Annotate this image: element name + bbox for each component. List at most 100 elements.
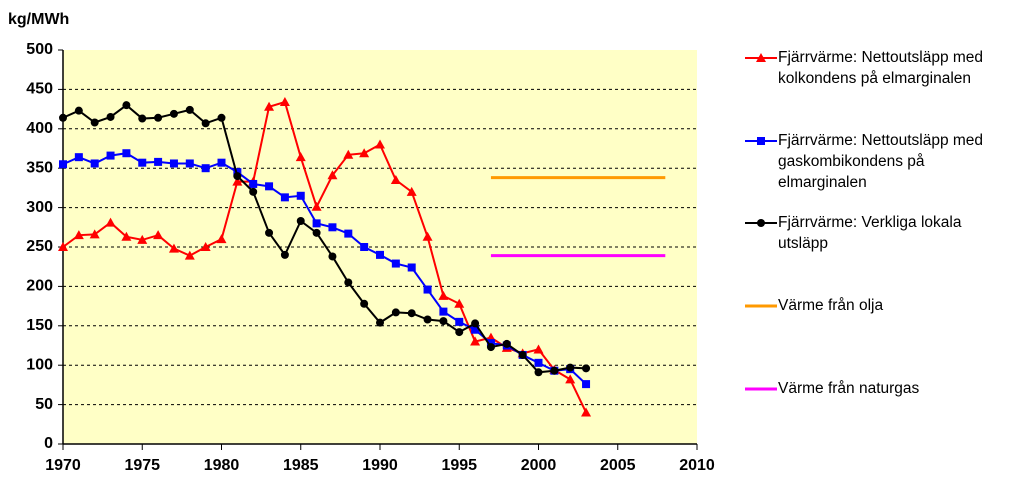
marker — [756, 53, 766, 62]
marker — [582, 380, 591, 389]
marker — [390, 175, 401, 185]
series-line — [62, 103, 587, 374]
marker — [423, 285, 432, 294]
marker — [59, 113, 67, 122]
marker — [423, 315, 432, 324]
marker — [265, 228, 274, 237]
marker — [439, 307, 448, 316]
marker — [185, 159, 194, 168]
marker — [265, 182, 274, 191]
marker — [757, 219, 765, 227]
marker — [471, 319, 480, 328]
marker — [105, 217, 116, 227]
marker — [376, 318, 384, 327]
marker — [122, 101, 131, 110]
marker — [455, 317, 464, 326]
marker — [201, 119, 210, 128]
marker — [534, 368, 543, 377]
marker — [533, 344, 544, 354]
marker — [89, 229, 100, 239]
x-tick-label: 1995 — [441, 457, 477, 474]
marker — [154, 113, 163, 122]
y-tick-label: 50 — [35, 396, 53, 413]
marker — [359, 148, 370, 158]
y-tick-label: 250 — [26, 238, 53, 255]
x-tick-label: 1970 — [45, 457, 81, 474]
marker — [122, 149, 131, 158]
marker — [216, 234, 227, 244]
y-tick-label: 150 — [26, 317, 53, 334]
marker — [582, 364, 591, 373]
marker — [137, 234, 148, 244]
marker — [328, 223, 337, 232]
marker — [73, 230, 84, 240]
marker — [518, 350, 527, 359]
x-tick-label: 2000 — [521, 457, 557, 474]
marker — [184, 250, 195, 260]
marker — [169, 159, 178, 168]
series-line — [62, 152, 587, 385]
marker — [454, 298, 465, 308]
marker — [90, 159, 99, 168]
marker — [502, 339, 511, 348]
marker — [486, 343, 495, 352]
marker — [249, 179, 258, 188]
legend-label: Fjärrvärme: Nettoutsläpp med kolkondens … — [778, 49, 984, 87]
marker — [376, 250, 384, 259]
marker — [438, 290, 449, 300]
marker — [566, 363, 575, 372]
marker — [439, 317, 448, 326]
y-tick-label: 500 — [26, 41, 53, 58]
marker — [138, 158, 147, 167]
legend-swatch — [745, 387, 777, 391]
marker — [264, 101, 275, 111]
marker — [343, 149, 354, 159]
marker — [249, 187, 258, 196]
marker — [232, 176, 243, 186]
marker — [360, 299, 369, 308]
y-tick-label: 100 — [26, 356, 53, 373]
marker — [534, 358, 543, 367]
marker — [455, 328, 464, 337]
marker — [106, 151, 115, 160]
marker — [312, 228, 321, 237]
marker — [407, 309, 416, 318]
y-tick-label: 450 — [26, 81, 53, 98]
marker — [344, 278, 353, 287]
x-tick-label: 1985 — [283, 457, 319, 474]
plot-area — [63, 50, 697, 444]
marker — [470, 336, 481, 346]
marker — [407, 263, 416, 272]
marker — [328, 252, 337, 261]
marker — [74, 153, 83, 162]
marker — [169, 109, 178, 118]
marker — [185, 105, 194, 114]
x-tick-label: 2010 — [679, 457, 715, 474]
legend-label: Fjärrvärme: Verkliga lokala utsläpp — [778, 214, 962, 252]
marker — [90, 118, 99, 127]
marker — [233, 172, 242, 181]
marker — [279, 97, 290, 107]
marker — [58, 242, 68, 251]
marker — [217, 158, 226, 167]
y-axis-label: kg/MWh — [8, 11, 69, 28]
y-tick-label: 200 — [26, 278, 53, 295]
marker — [280, 250, 289, 259]
marker — [217, 113, 226, 122]
marker — [471, 325, 480, 334]
legend-label: Värme från naturgas — [778, 380, 920, 397]
marker — [391, 308, 400, 317]
marker — [74, 106, 83, 115]
marker — [200, 242, 211, 251]
legend-swatch — [745, 137, 777, 145]
marker — [375, 139, 385, 149]
x-tick-label: 1975 — [124, 457, 160, 474]
marker — [296, 216, 305, 225]
legend-swatch — [745, 53, 777, 62]
marker — [153, 230, 164, 240]
x-tick-label: 2005 — [600, 457, 636, 474]
marker — [201, 164, 210, 173]
marker — [121, 231, 132, 241]
marker — [296, 191, 305, 200]
marker — [422, 231, 433, 241]
